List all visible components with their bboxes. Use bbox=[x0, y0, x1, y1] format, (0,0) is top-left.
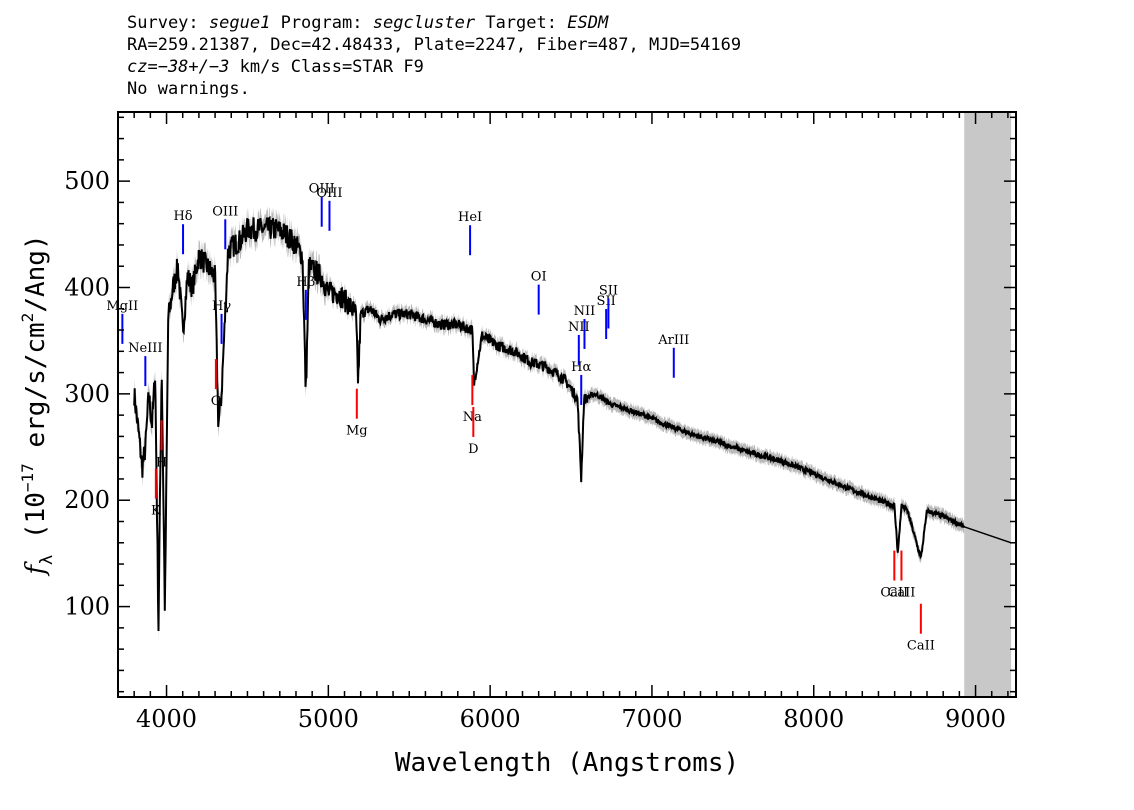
header-line-warnings: No warnings. bbox=[127, 79, 250, 99]
error-band-layer bbox=[134, 206, 965, 642]
emission-line-label: Hβ bbox=[296, 275, 315, 290]
emission-line-label: NII bbox=[574, 304, 596, 319]
emission-line-label: SII bbox=[597, 294, 616, 309]
masked-region-layer bbox=[964, 112, 1012, 697]
survey-label: Survey: bbox=[127, 13, 199, 33]
emission-line-label: HeI bbox=[458, 210, 482, 225]
redshift-value: cz=−38+/−3 bbox=[127, 57, 230, 77]
y-axis-title-exp1: −17 bbox=[18, 463, 37, 492]
spectrum-line bbox=[133, 215, 966, 632]
emission-line-label: OI bbox=[531, 270, 547, 285]
x-axis-title: Wavelength (Angstroms) bbox=[395, 748, 739, 778]
y-axis-title-part-c: /Ang) bbox=[21, 234, 51, 312]
error-band bbox=[134, 206, 965, 642]
absorption-line-label: CaII bbox=[907, 639, 935, 654]
axis-ticks: 4000 5000 6000 7000 8000 9000 100 200 300 400 500 bbox=[64, 112, 1016, 733]
emission-line-label: OIII bbox=[309, 182, 335, 197]
spectrum-tail bbox=[963, 526, 1012, 544]
target-value: ESDM bbox=[567, 13, 609, 33]
plot-frame bbox=[117, 111, 1017, 698]
program-label: Program: bbox=[280, 13, 363, 33]
absorption-line-label: G bbox=[211, 394, 221, 409]
emission-line-label: Hγ bbox=[212, 299, 231, 314]
class-value: km/s Class=STAR F9 bbox=[229, 57, 424, 77]
header-line-redshift: cz=−38+/−3 km/s Class=STAR F9 bbox=[127, 56, 741, 78]
emission-line-label: Hδ bbox=[173, 209, 192, 224]
emission-line-label: SII bbox=[599, 283, 618, 298]
x-tick-label: 4000 bbox=[136, 705, 197, 733]
emission-line-label: ArIII bbox=[657, 333, 689, 348]
spectrum-header: Survey: segue1 Program: segcluster Targe… bbox=[127, 12, 741, 100]
emission-line-label: NII bbox=[568, 320, 590, 335]
absorption-line-label: D bbox=[468, 442, 478, 457]
emission-line-label: MgII bbox=[106, 299, 138, 314]
y-axis-title: fλ (10−17 erg/s/cm2/Ang) bbox=[18, 234, 57, 576]
y-axis-title-sub: λ bbox=[37, 555, 57, 565]
absorption-line-label: CaII bbox=[887, 586, 915, 601]
program-value: segcluster bbox=[372, 13, 476, 33]
y-axis-title-part-b: erg/s/cm bbox=[21, 322, 51, 463]
survey-value: segue1 bbox=[208, 13, 271, 33]
y-tick-label: 500 bbox=[64, 167, 110, 195]
y-tick-label: 300 bbox=[64, 380, 110, 408]
emission-line-label: Hα bbox=[571, 360, 591, 375]
absorption-line-label: CaII bbox=[880, 586, 908, 601]
absorption-line-label: K bbox=[151, 504, 161, 519]
y-axis-title-exp2: 2 bbox=[18, 313, 37, 323]
masked-region bbox=[964, 112, 1012, 697]
absorption-line-label: H bbox=[156, 455, 167, 470]
y-tick-label: 200 bbox=[64, 486, 110, 514]
x-tick-label: 6000 bbox=[460, 705, 521, 733]
target-label: Target: bbox=[485, 13, 557, 33]
y-tick-label: 400 bbox=[64, 274, 110, 302]
header-line-survey: Survey: segue1 Program: segcluster Targe… bbox=[127, 12, 741, 34]
x-tick-label: 7000 bbox=[621, 705, 682, 733]
x-tick-label: 8000 bbox=[783, 705, 844, 733]
x-tick-label: 9000 bbox=[945, 705, 1006, 733]
emission-line-label: OIII bbox=[316, 186, 342, 201]
absorption-line-label: Mg bbox=[346, 424, 368, 439]
x-tick-label: 5000 bbox=[298, 705, 359, 733]
header-line-coordinates: RA=259.21387, Dec=42.48433, Plate=2247, … bbox=[127, 35, 742, 55]
emission-line-label: NeIII bbox=[128, 341, 162, 356]
y-tick-label: 100 bbox=[64, 593, 110, 621]
y-axis-title-part-a: (10 bbox=[21, 492, 51, 555]
spectral-line-markers: MgIINeIIIHδHγOIIIHβOIIIOIIIHeIOINIIHαNII… bbox=[106, 182, 934, 654]
emission-line-label: OIII bbox=[212, 204, 238, 219]
spectrum-line-layer bbox=[133, 215, 1012, 632]
